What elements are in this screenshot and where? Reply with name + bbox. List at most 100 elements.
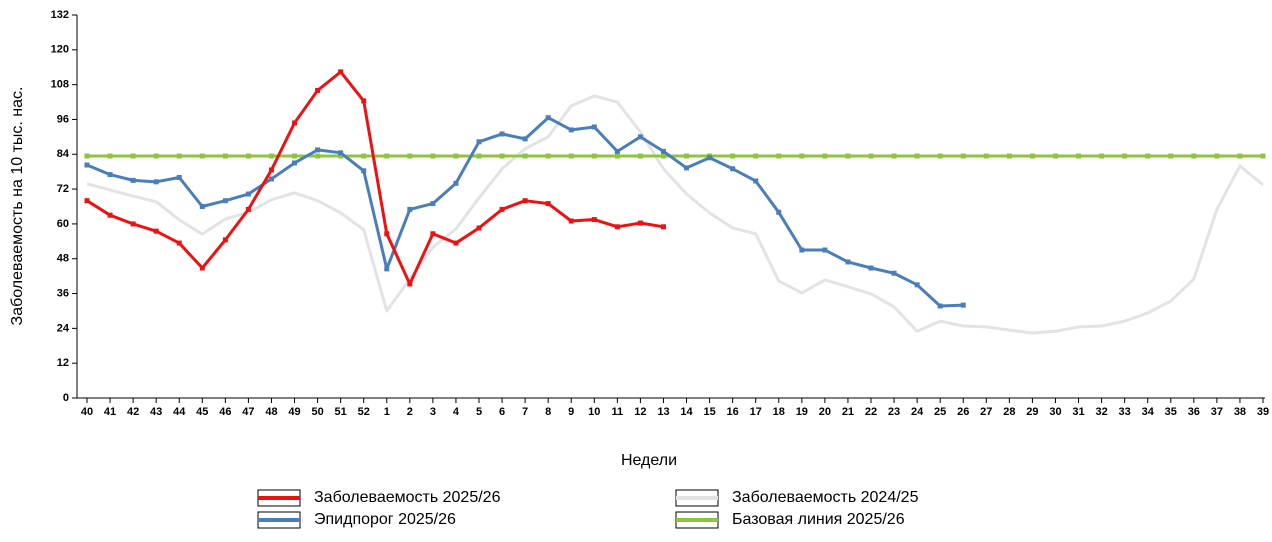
point-marker xyxy=(1099,153,1105,159)
point-marker xyxy=(637,153,643,159)
point-marker xyxy=(845,259,851,265)
x-tick-label: 44 xyxy=(173,406,186,418)
legend-label: Заболеваемость 2025/26 xyxy=(314,489,501,506)
point-marker xyxy=(153,153,159,159)
x-tick-label: 13 xyxy=(657,406,669,418)
point-marker xyxy=(453,153,459,159)
point-marker xyxy=(176,240,182,246)
point-marker xyxy=(937,153,943,159)
point-marker xyxy=(315,147,321,153)
point-marker xyxy=(292,120,298,126)
point-marker xyxy=(130,177,136,183)
point-marker xyxy=(730,166,736,172)
x-tick-label: 50 xyxy=(311,406,323,418)
point-marker xyxy=(338,150,344,156)
x-tick-label: 27 xyxy=(980,406,992,418)
legend-label: Заболеваемость 2024/25 xyxy=(732,489,919,506)
point-marker xyxy=(660,153,666,159)
x-tick-label: 17 xyxy=(750,406,762,418)
point-marker xyxy=(753,153,759,159)
point-marker xyxy=(1214,153,1220,159)
x-tick-label: 7 xyxy=(522,406,528,418)
point-marker xyxy=(407,281,413,287)
y-tick-label: 0 xyxy=(63,392,69,404)
y-tick-label: 72 xyxy=(57,183,69,195)
point-marker xyxy=(153,228,159,234)
x-tick-label: 3 xyxy=(430,406,436,418)
x-tick-label: 25 xyxy=(934,406,946,418)
point-marker xyxy=(753,178,759,184)
series-line xyxy=(86,94,1264,335)
point-marker xyxy=(960,153,966,159)
x-tick-label: 39 xyxy=(1257,406,1269,418)
point-marker xyxy=(914,282,920,288)
point-marker xyxy=(1122,153,1128,159)
x-tick-label: 28 xyxy=(1003,406,1015,418)
x-axis-label: Недели xyxy=(621,452,677,469)
x-tick-label: 52 xyxy=(358,406,370,418)
y-tick-label: 108 xyxy=(51,79,69,91)
point-marker xyxy=(684,153,690,159)
point-marker xyxy=(1191,153,1197,159)
y-axis-label: Заболеваемость на 10 тыс. нас. xyxy=(9,87,26,326)
x-tick-label: 51 xyxy=(335,406,347,418)
point-marker xyxy=(176,174,182,180)
x-tick-label: 26 xyxy=(957,406,969,418)
point-marker xyxy=(84,162,90,168)
y-tick-label: 24 xyxy=(57,322,70,334)
y-tick-label: 132 xyxy=(51,9,69,21)
point-marker xyxy=(84,198,90,204)
x-tick-label: 33 xyxy=(1119,406,1131,418)
point-marker xyxy=(245,153,251,159)
x-tick-label: 23 xyxy=(888,406,900,418)
point-marker xyxy=(914,153,920,159)
point-marker xyxy=(199,153,205,159)
x-tick-label: 6 xyxy=(499,406,505,418)
point-marker xyxy=(338,69,344,75)
point-marker xyxy=(568,218,574,224)
x-tick-label: 41 xyxy=(104,406,116,418)
point-marker xyxy=(614,153,620,159)
point-marker xyxy=(568,153,574,159)
x-tick-label: 36 xyxy=(1188,406,1200,418)
x-tick-label: 43 xyxy=(150,406,162,418)
y-tick-label: 84 xyxy=(57,148,70,160)
x-tick-label: 1 xyxy=(384,406,390,418)
point-marker xyxy=(522,153,528,159)
point-marker xyxy=(476,153,482,159)
x-tick-label: 21 xyxy=(842,406,854,418)
point-marker xyxy=(1029,153,1035,159)
point-marker xyxy=(315,153,321,159)
point-marker xyxy=(361,153,367,159)
x-tick-label: 18 xyxy=(773,406,785,418)
point-marker xyxy=(868,153,874,159)
point-marker xyxy=(545,153,551,159)
point-marker xyxy=(637,220,643,226)
x-tick-label: 40 xyxy=(81,406,93,418)
x-tick-label: 35 xyxy=(1165,406,1177,418)
point-marker xyxy=(868,265,874,271)
x-tick-label: 46 xyxy=(219,406,231,418)
x-tick-label: 29 xyxy=(1026,406,1038,418)
point-marker xyxy=(245,206,251,212)
x-tick-label: 47 xyxy=(242,406,254,418)
x-tick-label: 19 xyxy=(796,406,808,418)
point-marker xyxy=(614,224,620,230)
point-marker xyxy=(1076,153,1082,159)
point-marker xyxy=(776,209,782,215)
point-marker xyxy=(476,139,482,145)
point-marker xyxy=(176,153,182,159)
x-tick-label: 5 xyxy=(476,406,482,418)
x-tick-label: 22 xyxy=(865,406,877,418)
point-marker xyxy=(937,303,943,309)
point-marker xyxy=(222,237,228,243)
point-marker xyxy=(891,270,897,276)
point-marker xyxy=(338,153,344,159)
point-marker xyxy=(637,134,643,140)
x-tick-label: 2 xyxy=(407,406,413,418)
point-marker xyxy=(522,198,528,204)
series-line xyxy=(86,70,664,286)
point-marker xyxy=(107,153,113,159)
point-marker xyxy=(453,240,459,246)
point-marker xyxy=(1052,153,1058,159)
